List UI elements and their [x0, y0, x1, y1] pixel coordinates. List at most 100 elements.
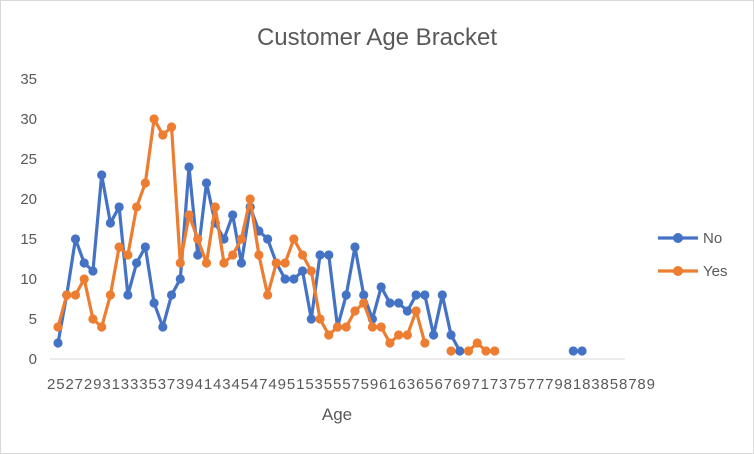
- data-point-yes: [394, 330, 404, 340]
- y-tick-label: 30: [20, 111, 37, 128]
- data-point-yes: [263, 290, 273, 300]
- data-point-no: [394, 298, 404, 308]
- data-point-no: [263, 234, 273, 244]
- data-point-no: [359, 290, 369, 300]
- y-tick-label: 10: [20, 271, 37, 288]
- data-point-yes: [306, 266, 316, 276]
- data-point-no: [201, 178, 212, 188]
- data-point-yes: [280, 258, 290, 268]
- data-point-yes: [105, 290, 116, 300]
- y-tick-label: 25: [20, 151, 37, 168]
- data-point-no: [175, 274, 185, 284]
- data-point-no: [70, 234, 81, 244]
- data-point-yes: [201, 258, 212, 268]
- data-point-no: [105, 218, 116, 228]
- data-point-yes: [446, 346, 456, 356]
- data-point-yes: [79, 274, 89, 284]
- data-point-yes: [481, 346, 491, 356]
- data-point-yes: [175, 258, 185, 268]
- data-point-yes: [123, 250, 133, 260]
- data-point-no: [411, 290, 421, 300]
- data-point-no: [149, 298, 159, 308]
- data-point-yes: [463, 346, 474, 356]
- legend-label-no: No: [703, 230, 722, 247]
- data-point-yes: [376, 322, 386, 332]
- data-point-yes: [149, 114, 159, 124]
- data-point-yes: [254, 250, 264, 260]
- legend-marker-no: [673, 233, 683, 243]
- data-point-no: [280, 274, 290, 284]
- data-point-yes: [158, 130, 168, 140]
- data-point-yes: [289, 234, 299, 244]
- series-yes: [53, 114, 500, 356]
- data-point-yes: [324, 330, 334, 340]
- legend: No Yes: [658, 230, 727, 280]
- data-point-yes: [88, 314, 98, 324]
- data-point-no: [455, 346, 465, 356]
- data-point-yes: [132, 202, 142, 212]
- data-point-yes: [62, 290, 72, 300]
- data-point-yes: [315, 314, 325, 324]
- data-point-no: [324, 250, 334, 260]
- x-axis: 2527293133353739414345474951535557596163…: [47, 376, 655, 393]
- data-point-yes: [350, 306, 360, 316]
- data-point-yes: [420, 338, 430, 348]
- legend-marker-yes: [673, 266, 683, 276]
- data-point-yes: [210, 202, 220, 212]
- data-point-no: [420, 290, 430, 300]
- data-point-yes: [193, 234, 203, 244]
- data-point-no: [315, 250, 325, 260]
- data-point-yes: [140, 178, 150, 188]
- data-point-no: [166, 290, 177, 300]
- data-point-no: [97, 170, 107, 180]
- data-point-no: [437, 290, 447, 300]
- data-point-no: [428, 330, 439, 340]
- data-point-yes: [402, 330, 412, 340]
- data-point-yes: [472, 338, 482, 348]
- y-tick-label: 20: [20, 191, 37, 208]
- data-point-yes: [236, 234, 247, 244]
- data-point-no: [446, 330, 456, 340]
- data-point-no: [53, 338, 63, 348]
- data-point-yes: [53, 322, 63, 332]
- data-point-yes: [219, 258, 229, 268]
- data-point-no: [577, 346, 587, 356]
- data-point-no: [376, 282, 386, 292]
- data-point-no: [193, 250, 203, 260]
- data-point-no: [568, 346, 578, 356]
- data-point-no: [123, 290, 133, 300]
- data-point-no: [132, 258, 142, 268]
- data-point-no: [297, 266, 308, 276]
- data-point-no: [402, 306, 412, 316]
- data-point-no: [236, 258, 247, 268]
- data-point-no: [140, 242, 150, 252]
- data-point-yes: [332, 322, 343, 332]
- data-point-no: [88, 266, 98, 276]
- y-tick-label: 15: [20, 231, 37, 248]
- data-point-yes: [359, 298, 369, 308]
- data-point-yes: [166, 122, 177, 132]
- y-tick-label: 0: [29, 351, 37, 368]
- y-tick-label: 35: [20, 71, 37, 88]
- data-point-yes: [490, 346, 500, 356]
- data-point-yes: [297, 250, 308, 260]
- data-point-no: [306, 314, 316, 324]
- data-point-yes: [367, 322, 378, 332]
- data-point-no: [341, 290, 351, 300]
- data-point-no: [385, 298, 395, 308]
- x-tick-labels: 2527293133353739414345474951535557596163…: [47, 376, 655, 393]
- data-point-yes: [385, 338, 395, 348]
- data-point-no: [289, 274, 299, 284]
- legend-item-yes: Yes: [658, 263, 727, 280]
- data-point-yes: [228, 250, 238, 260]
- data-point-yes: [341, 322, 351, 332]
- data-point-no: [79, 258, 89, 268]
- legend-label-yes: Yes: [703, 263, 727, 280]
- data-point-yes: [271, 258, 281, 268]
- legend-item-no: No: [658, 230, 722, 247]
- series-no: [53, 162, 587, 356]
- data-point-yes: [97, 322, 107, 332]
- data-point-no: [350, 242, 360, 252]
